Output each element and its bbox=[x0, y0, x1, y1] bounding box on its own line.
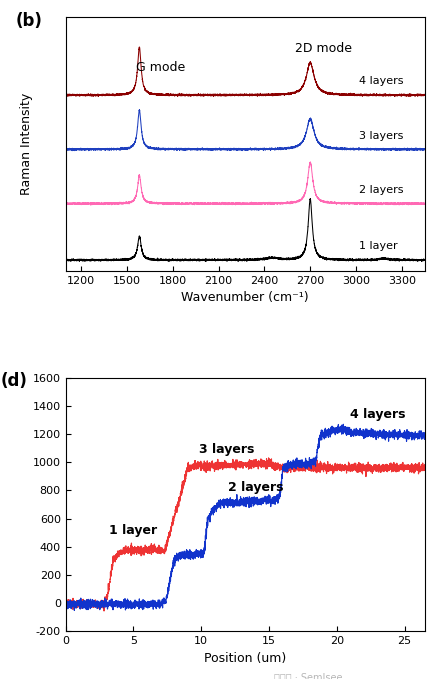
Text: 2 layers: 2 layers bbox=[359, 185, 404, 195]
Text: G mode: G mode bbox=[136, 61, 185, 74]
Text: 公众号 · SemIsee: 公众号 · SemIsee bbox=[274, 672, 343, 679]
Text: 4 layers: 4 layers bbox=[359, 77, 404, 86]
Text: 1 layer: 1 layer bbox=[109, 524, 157, 537]
X-axis label: Position (um): Position (um) bbox=[204, 652, 286, 665]
Text: (d): (d) bbox=[1, 373, 28, 390]
Y-axis label: Raman Intensity: Raman Intensity bbox=[21, 93, 33, 195]
Text: 3 layers: 3 layers bbox=[359, 130, 403, 141]
Text: 4 layers: 4 layers bbox=[350, 407, 406, 420]
X-axis label: Wavenumber (cm⁻¹): Wavenumber (cm⁻¹) bbox=[181, 291, 309, 304]
Text: 2 layers: 2 layers bbox=[228, 481, 284, 494]
Text: 1 layer: 1 layer bbox=[359, 241, 398, 251]
Text: 3 layers: 3 layers bbox=[198, 443, 254, 456]
Text: 2D mode: 2D mode bbox=[295, 41, 352, 55]
Text: (b): (b) bbox=[15, 12, 42, 30]
